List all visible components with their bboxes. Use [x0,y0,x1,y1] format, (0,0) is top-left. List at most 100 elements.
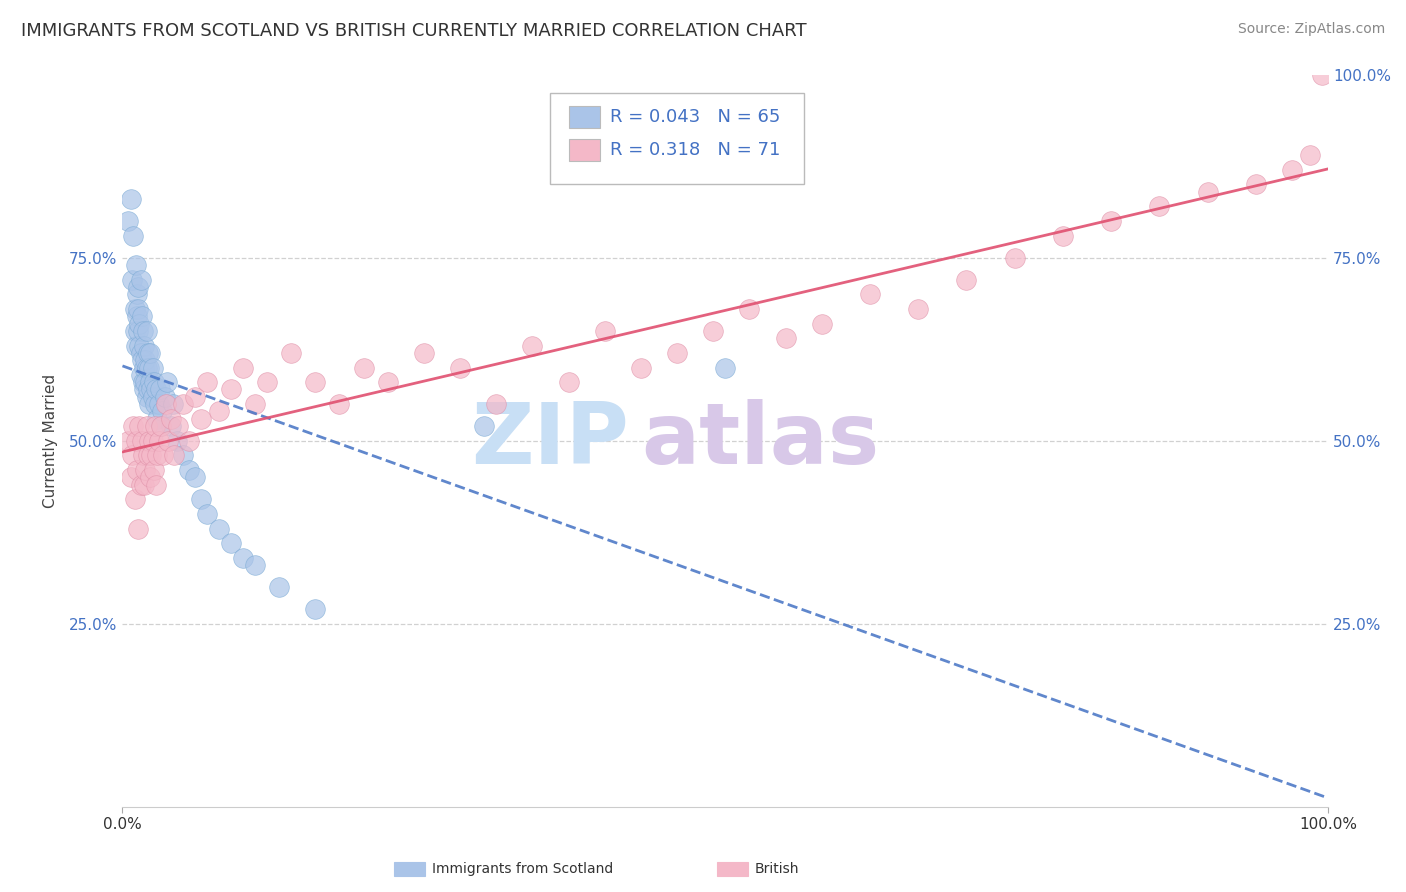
Point [138,434,160,448]
Point [163,449,186,463]
Point [1052,228,1074,243]
Point [127,522,149,536]
Point [177,434,200,448]
Point [131,434,153,448]
Point [142,434,165,448]
Point [145,383,167,397]
Point [630,360,652,375]
Text: atlas: atlas [641,400,879,483]
Point [256,375,278,389]
Point [775,331,797,345]
Point [117,434,139,448]
Point [195,507,218,521]
Point [135,419,157,434]
Point [139,346,162,360]
Text: R = 0.318   N = 71: R = 0.318 N = 71 [610,141,780,159]
Point [134,383,156,397]
Point [152,449,174,463]
Point [125,338,148,352]
Point [117,214,139,228]
Point [142,375,165,389]
Point [128,419,150,434]
Point [129,368,152,382]
Point [136,346,159,360]
Point [208,522,231,536]
Point [134,375,156,389]
Point [127,280,149,294]
FancyBboxPatch shape [568,139,600,161]
Point [136,449,159,463]
FancyBboxPatch shape [568,106,600,128]
Point [666,346,689,360]
Point [1099,214,1122,228]
Point [135,324,157,338]
Point [859,287,882,301]
Point [142,390,165,404]
Point [128,317,150,331]
Point [172,449,194,463]
Point [172,397,194,411]
Point [150,419,173,434]
Point [139,375,162,389]
Point [328,397,350,411]
Point [243,397,266,411]
Point [134,477,156,491]
Point [138,360,160,375]
Point [128,338,150,352]
Point [125,287,148,301]
Point [153,390,176,404]
Point [125,434,148,448]
Point [377,375,399,389]
Point [157,434,180,448]
Point [120,192,142,206]
Point [190,492,212,507]
Point [1197,185,1219,199]
Point [145,477,167,491]
Point [162,397,184,411]
Point [522,338,544,352]
Point [122,419,145,434]
Point [166,434,188,448]
Point [485,397,508,411]
Point [142,463,165,477]
Point [232,360,254,375]
Point [243,558,266,573]
Point [159,419,181,434]
Point [702,324,724,338]
Point [122,228,145,243]
Point [150,404,173,418]
FancyBboxPatch shape [551,93,804,185]
Point [146,449,169,463]
Point [557,375,579,389]
Point [232,550,254,565]
Point [142,360,165,375]
Point [155,397,177,411]
Point [738,301,761,316]
Point [136,383,159,397]
Point [124,324,146,338]
Text: Source: ZipAtlas.com: Source: ZipAtlas.com [1237,22,1385,37]
Point [129,272,152,286]
Point [120,470,142,484]
Point [593,324,616,338]
Point [146,411,169,425]
Point [121,272,143,286]
Point [167,419,190,434]
Point [195,375,218,389]
Point [125,258,148,272]
Text: R = 0.043   N = 65: R = 0.043 N = 65 [610,108,780,126]
Point [353,360,375,375]
Point [1244,178,1267,192]
Point [124,301,146,316]
Text: ZIP: ZIP [471,400,628,483]
Point [184,390,207,404]
Point [135,390,157,404]
Point [1149,199,1171,213]
Point [280,346,302,360]
Point [159,411,181,425]
Point [139,470,162,484]
Point [190,411,212,425]
Point [138,397,160,411]
Point [156,375,179,389]
Y-axis label: Currently Married: Currently Married [44,374,58,508]
